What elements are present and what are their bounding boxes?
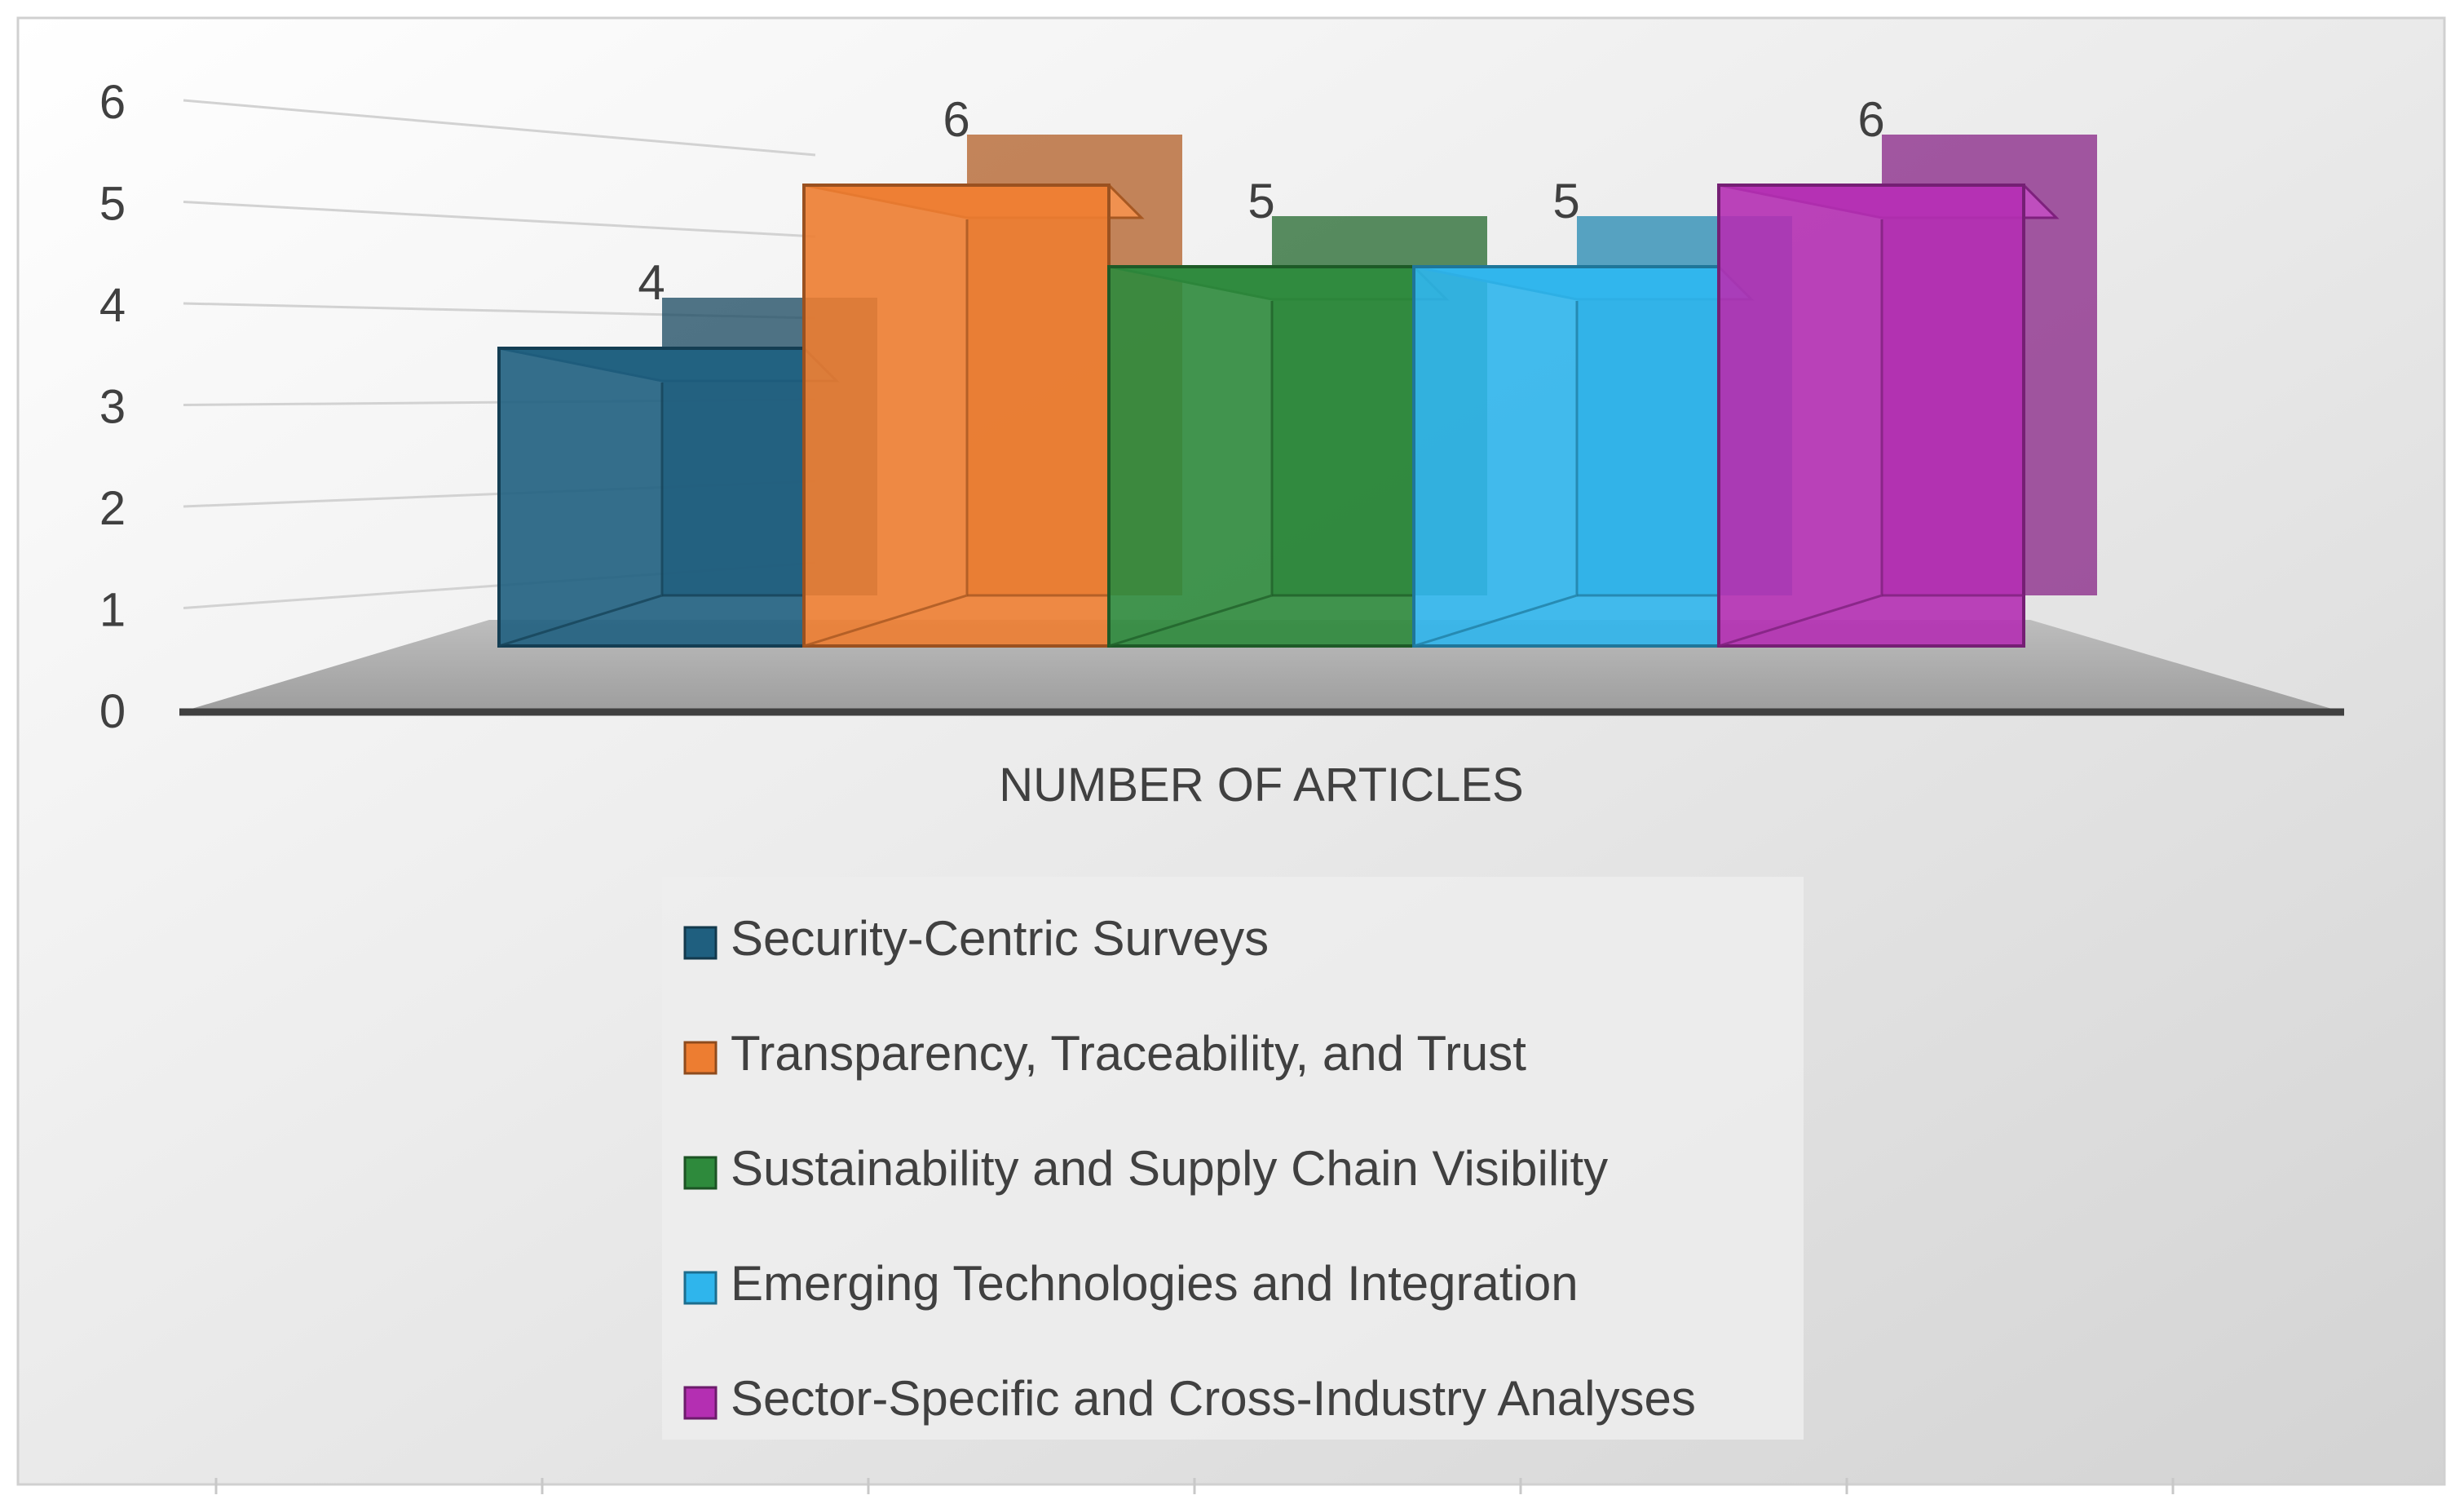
legend-item: Sustainability and Supply Chain Visibili… <box>683 1141 1608 1196</box>
legend-label: Emerging Technologies and Integration <box>731 1256 1579 1311</box>
legend-label: Sector-Specific and Cross-Industry Analy… <box>731 1371 1696 1426</box>
bar-front-face <box>802 184 1111 648</box>
legend-item: Transparency, Traceability, and Trust <box>683 1026 1526 1081</box>
data-label: 5 <box>1552 174 1579 228</box>
bar-front-face <box>497 347 806 648</box>
y-tick-label: 1 <box>99 584 126 637</box>
y-tick-label: 4 <box>99 279 126 332</box>
legend-swatch <box>683 926 718 960</box>
gridline <box>183 99 816 157</box>
gridline <box>183 201 816 238</box>
legend-item: Sector-Specific and Cross-Industry Analy… <box>683 1371 1696 1426</box>
bar <box>1717 135 2097 648</box>
legend-label: Sustainability and Supply Chain Visibili… <box>731 1141 1608 1196</box>
legend-box <box>662 877 1804 1440</box>
x-category-label: NUMBER OF ARTICLES <box>999 759 1524 812</box>
y-tick-label: 3 <box>99 381 126 434</box>
bar <box>1412 216 1792 648</box>
y-tick-label: 2 <box>99 482 126 535</box>
legend-label: Transparency, Traceability, and Trust <box>731 1026 1526 1081</box>
y-tick-label: 5 <box>99 178 126 231</box>
legend-item: Security-Centric Surveys <box>683 911 1269 966</box>
bars <box>497 135 2097 648</box>
y-axis: 0 1 2 3 4 5 6 <box>99 76 126 738</box>
legend-swatch <box>683 1271 718 1305</box>
y-tick-label: 0 <box>99 685 126 738</box>
y-tick-label: 6 <box>99 76 126 129</box>
bar-front-face <box>1412 265 1720 648</box>
bottom-axis-ticks <box>214 1478 2175 1494</box>
data-label: 6 <box>1857 92 1884 147</box>
legend: Security-Centric Surveys Transparency, Tr… <box>662 877 1804 1440</box>
data-labels: 4 6 5 5 6 <box>638 92 1884 310</box>
legend-item: Emerging Technologies and Integration <box>683 1256 1579 1311</box>
legend-label: Security-Centric Surveys <box>731 911 1269 966</box>
legend-swatch <box>683 1386 718 1420</box>
bar-front-face <box>1107 265 1415 648</box>
bar-front-face <box>1717 184 2025 648</box>
data-label: 6 <box>943 92 969 147</box>
legend-swatch <box>683 1156 718 1190</box>
data-label: 5 <box>1247 174 1274 228</box>
legend-swatch <box>683 1041 718 1075</box>
data-label: 4 <box>638 255 665 310</box>
